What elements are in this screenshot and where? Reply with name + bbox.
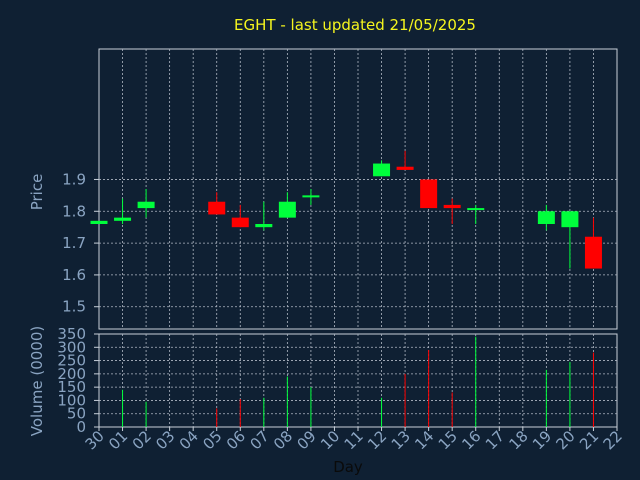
- candle-body: [278, 201, 296, 218]
- candle-body: [137, 201, 155, 209]
- volume-tick-label: 350: [57, 325, 86, 343]
- volume-tick-label: 0: [76, 418, 86, 436]
- grid-lines: [99, 49, 617, 427]
- volume-bars: [122, 336, 594, 427]
- chart-title: EGHT - last updated 21/05/2025: [234, 16, 476, 34]
- volume-axis-label: Volume (0000): [28, 326, 46, 436]
- price-tick-label: 1.6: [62, 266, 86, 284]
- volume-tick-label: 250: [57, 352, 86, 370]
- x-tick-label: 12: [364, 427, 390, 453]
- volume-tick-label: 150: [57, 378, 86, 396]
- x-tick-label: 14: [411, 427, 437, 453]
- volume-tick-label: 200: [57, 365, 86, 383]
- price-tick-label: 1.9: [62, 170, 86, 188]
- candle-body: [584, 236, 602, 269]
- candle-body: [208, 201, 226, 215]
- price-tick-label: 1.5: [62, 298, 86, 316]
- volume-tick-label: 50: [67, 405, 86, 423]
- candle-body: [537, 211, 555, 224]
- x-tick-label: 09: [294, 427, 320, 453]
- x-tick-label: 01: [105, 427, 131, 453]
- volume-tick-label: 300: [57, 338, 86, 356]
- candles: [90, 150, 602, 269]
- x-tick-label: 08: [270, 427, 296, 453]
- candle-body: [255, 224, 273, 228]
- price-tick-label: 1.8: [62, 202, 86, 220]
- volume-tick-label: 100: [57, 391, 86, 409]
- candle-body: [443, 204, 461, 209]
- x-axis-label: Day: [333, 458, 363, 476]
- x-tick-label: 15: [435, 427, 461, 453]
- x-tick-label: 13: [388, 427, 414, 453]
- x-tick-label: 06: [223, 427, 249, 453]
- x-tick-label: 02: [129, 427, 155, 453]
- candle-body: [90, 220, 108, 224]
- x-tick-label: 05: [199, 427, 225, 453]
- x-tick-label: 18: [505, 427, 531, 453]
- x-tick-label: 21: [576, 427, 602, 453]
- price-y-ticks: 1.5 1.6 1.7 1.8 1.9: [62, 170, 99, 316]
- x-tick-label: 19: [529, 427, 555, 453]
- candle-body: [231, 217, 249, 228]
- candle-body: [302, 195, 320, 198]
- x-tick-label: 03: [152, 427, 178, 453]
- x-tick-label: 16: [458, 427, 484, 453]
- x-tick-label: 20: [553, 427, 579, 453]
- price-tick-label: 1.7: [62, 234, 86, 252]
- x-tick-label: 11: [341, 427, 367, 453]
- x-tick-label: 17: [482, 427, 508, 453]
- x-tick-label: 10: [317, 427, 343, 453]
- candle-body: [561, 211, 579, 228]
- price-axis-label: Price: [28, 174, 46, 211]
- x-tick-label: 04: [176, 427, 202, 453]
- x-tick-label: 22: [600, 427, 626, 453]
- candle-body: [114, 217, 132, 221]
- candle-body: [373, 163, 391, 177]
- x-ticks: 3001020304050607080910111213141516171819…: [82, 427, 626, 453]
- x-tick-label: 07: [246, 427, 272, 453]
- candle-body: [467, 208, 485, 211]
- candle-body: [396, 166, 414, 170]
- candle-body: [420, 179, 438, 209]
